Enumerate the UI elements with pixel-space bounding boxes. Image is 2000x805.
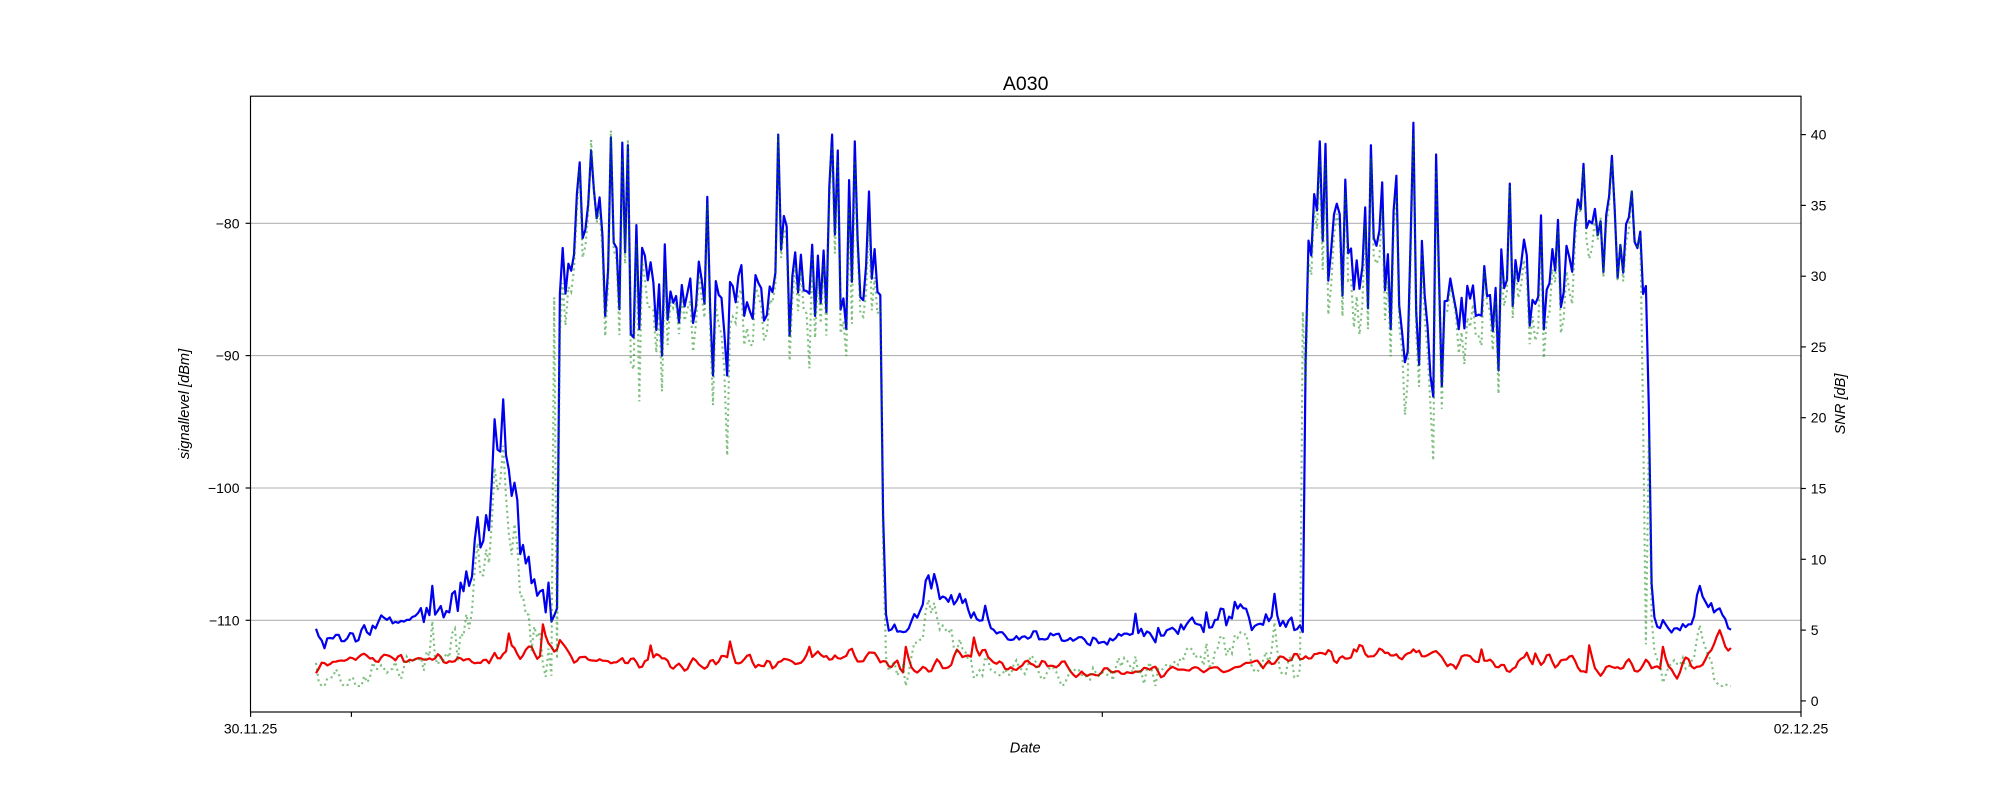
svg-text:−100: −100 bbox=[208, 480, 240, 496]
svg-text:35: 35 bbox=[1811, 197, 1827, 213]
svg-text:15: 15 bbox=[1811, 481, 1827, 497]
svg-text:0: 0 bbox=[1811, 693, 1819, 709]
svg-text:40: 40 bbox=[1811, 127, 1827, 143]
svg-text:20: 20 bbox=[1811, 410, 1827, 426]
svg-text:30.11.25: 30.11.25 bbox=[224, 721, 278, 737]
svg-text:02.12.25: 02.12.25 bbox=[1774, 721, 1829, 737]
svg-text:10: 10 bbox=[1811, 551, 1827, 567]
svg-text:−80: −80 bbox=[216, 215, 240, 231]
svg-text:Date: Date bbox=[1010, 741, 1041, 757]
svg-text:5: 5 bbox=[1811, 622, 1819, 638]
svg-text:A030: A030 bbox=[1003, 73, 1049, 95]
svg-text:−90: −90 bbox=[216, 348, 240, 364]
svg-text:30: 30 bbox=[1811, 268, 1827, 284]
svg-text:SNR [dB]: SNR [dB] bbox=[1833, 373, 1849, 435]
svg-text:25: 25 bbox=[1811, 339, 1827, 355]
svg-text:signallevel [dBm]: signallevel [dBm] bbox=[177, 348, 193, 459]
svg-text:−110: −110 bbox=[209, 612, 240, 628]
